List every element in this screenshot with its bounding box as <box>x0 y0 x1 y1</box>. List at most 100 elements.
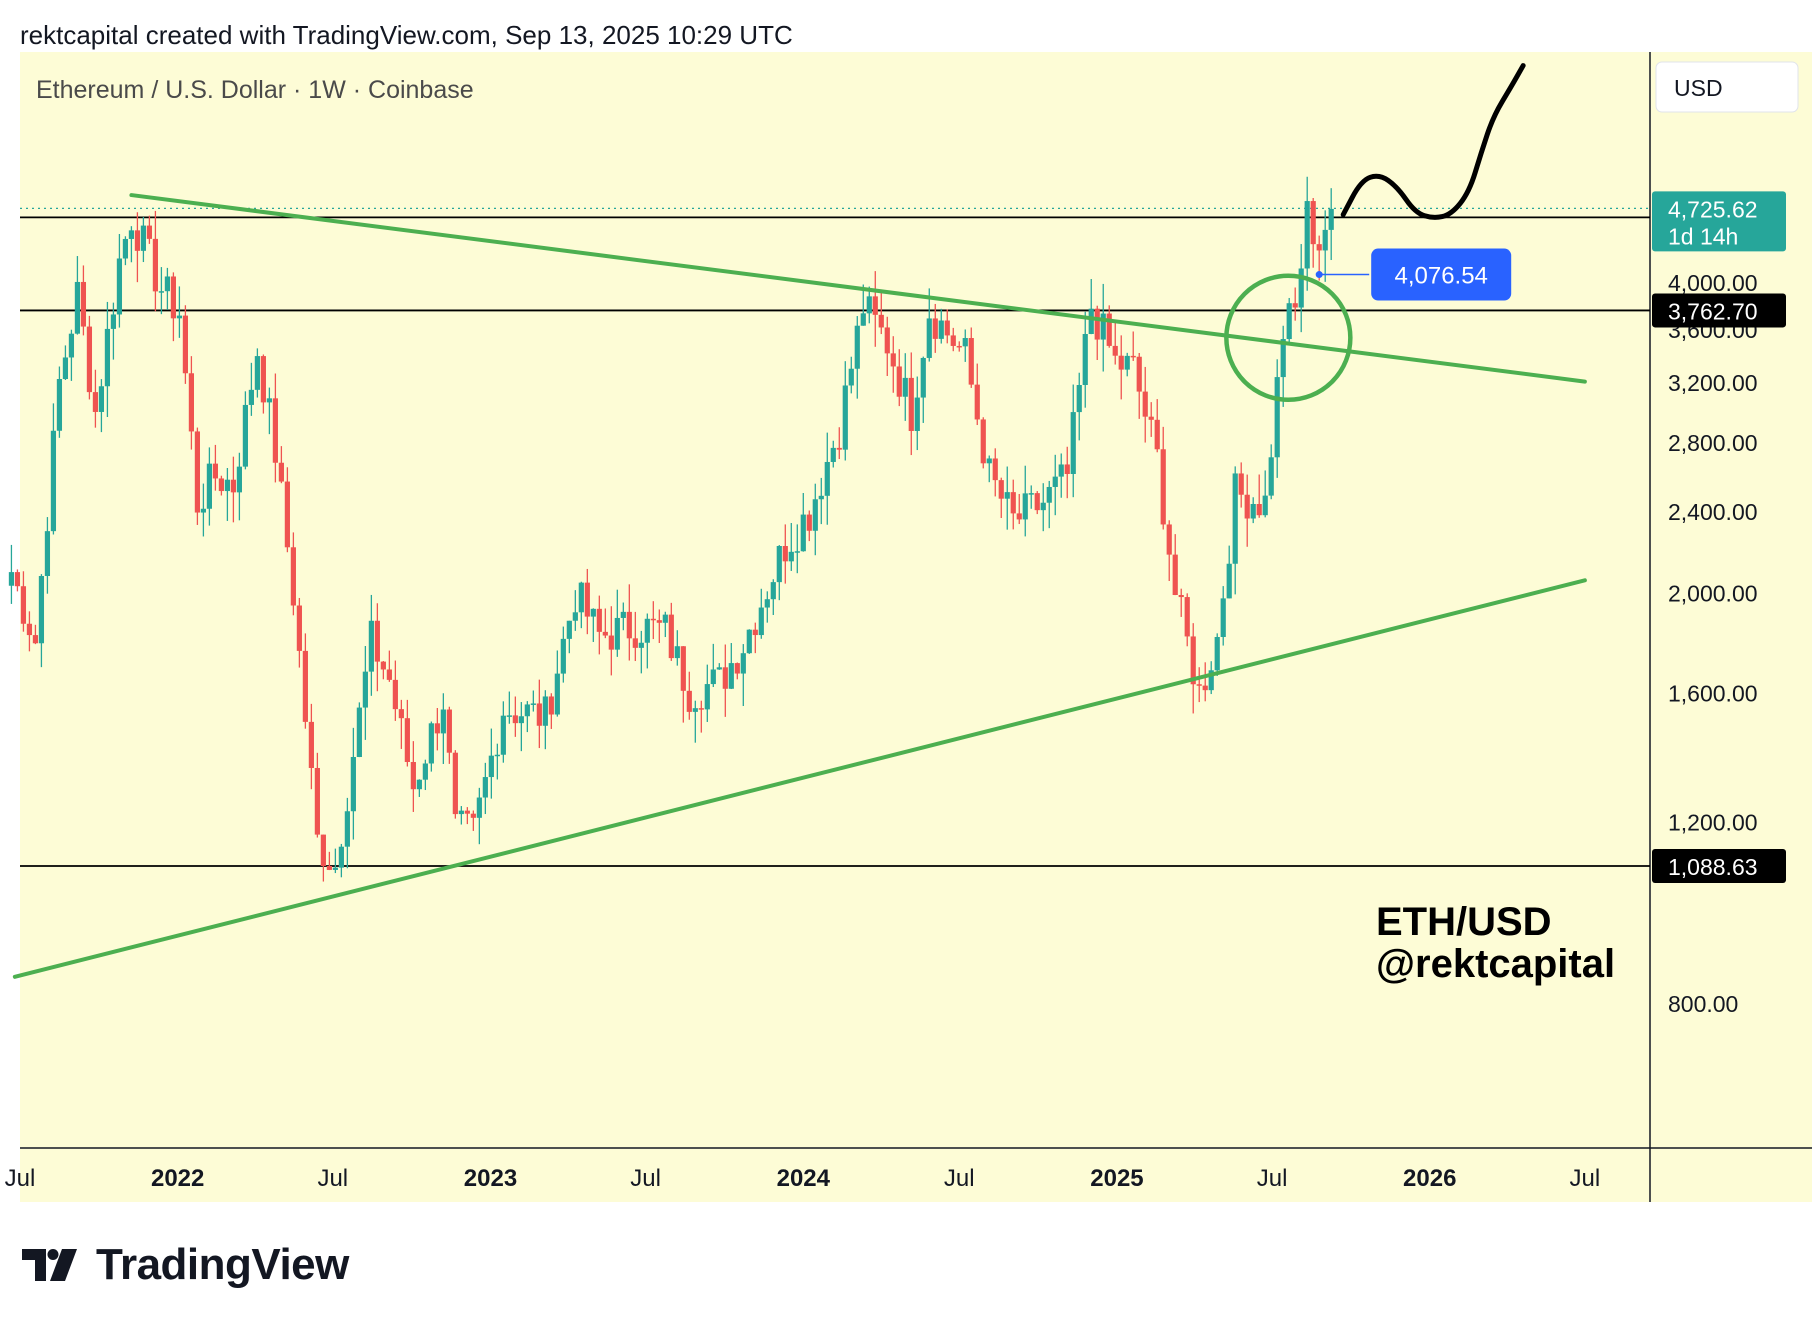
candle-body <box>1178 595 1184 598</box>
candle-body <box>122 238 129 259</box>
candle-body <box>920 357 926 398</box>
candle-body <box>818 495 824 500</box>
candle-body <box>656 620 662 623</box>
candle-body <box>248 389 254 405</box>
candle-body <box>146 225 153 239</box>
candle-body <box>530 703 536 705</box>
currency-button-bg <box>1655 61 1799 113</box>
candles <box>8 176 1334 882</box>
candle-body <box>998 480 1004 499</box>
candle-body <box>620 611 626 618</box>
candle-body <box>14 572 21 587</box>
candle-body <box>542 696 548 726</box>
candle-body <box>854 325 860 369</box>
y-tick-label: 1,600.00 <box>1668 680 1758 706</box>
candle-body <box>1160 449 1166 525</box>
candle-body <box>1268 457 1274 496</box>
candle-body <box>1250 504 1256 519</box>
candle-body <box>320 834 326 867</box>
candle-body <box>296 605 302 651</box>
candle-body <box>314 767 320 835</box>
candle-body <box>752 629 758 636</box>
candle-body <box>1082 333 1088 385</box>
candle-body <box>956 345 962 348</box>
candle-body <box>974 384 980 420</box>
candle-body <box>734 663 740 674</box>
candle-body <box>1172 554 1178 596</box>
candle-body <box>170 276 177 319</box>
candle-body <box>902 377 908 397</box>
candle-body <box>590 608 596 617</box>
candle-body <box>758 607 764 636</box>
candle-body <box>1094 308 1100 340</box>
candle-body <box>554 673 560 715</box>
highlight-circle <box>1224 273 1353 403</box>
level-price-tag-label: 3,762.70 <box>1668 298 1758 324</box>
candle-body <box>1154 419 1160 450</box>
candle-body <box>728 663 734 689</box>
projection-drawing <box>1340 63 1526 220</box>
candle-body <box>488 755 494 778</box>
y-tick-label: 2,400.00 <box>1668 499 1758 525</box>
trendline-descending <box>129 193 1587 384</box>
eth-usd-chart: 800.00 1,200.00 1,600.00 2,000.00 2,400.00 2,… <box>5 52 1812 1202</box>
candle-body <box>1046 486 1052 503</box>
candle-body <box>932 318 938 339</box>
candle-body <box>860 313 866 326</box>
candle-body <box>1232 473 1238 564</box>
candle-body <box>830 447 836 462</box>
candle-body <box>764 599 770 608</box>
candle-body <box>506 715 512 717</box>
candle-body <box>242 404 248 467</box>
candle-body <box>344 811 350 847</box>
candle-body <box>812 499 818 531</box>
candle-body <box>32 635 39 644</box>
candle-body <box>44 531 51 577</box>
candle-body <box>278 462 284 482</box>
candle-body <box>980 419 986 464</box>
candle-body <box>80 281 87 327</box>
candle-body <box>56 379 63 431</box>
candle-body <box>572 612 578 621</box>
candle-body <box>1220 598 1226 637</box>
candle-body <box>944 320 950 336</box>
candle-body <box>38 576 45 644</box>
candle-body <box>992 458 998 481</box>
watermark-pair: ETH/USD <box>1376 900 1552 944</box>
candle-body <box>254 356 260 390</box>
candle-body <box>662 614 668 623</box>
candle-body <box>1010 492 1016 514</box>
candle-body <box>1328 208 1334 230</box>
candle-body <box>1070 412 1076 474</box>
candle-body <box>596 608 602 632</box>
candle-body <box>1244 494 1250 519</box>
candle-body <box>836 447 842 450</box>
candle-body <box>326 866 332 870</box>
candle-body <box>8 572 15 586</box>
candle-body <box>518 716 524 724</box>
y-tick-label: 3,200.00 <box>1668 370 1758 396</box>
candle-body <box>1100 313 1106 340</box>
candle-body <box>692 708 698 712</box>
currency-button[interactable]: USD <box>1655 61 1799 113</box>
candle-body <box>194 431 200 513</box>
candle-body <box>746 629 752 654</box>
candle-body <box>1322 229 1328 251</box>
candle-body <box>92 392 99 412</box>
candle-body <box>128 230 135 239</box>
candle-body <box>1124 355 1130 370</box>
candle-body <box>74 281 81 334</box>
candle-body <box>1256 504 1262 516</box>
candle-body <box>842 385 848 450</box>
x-tick-label: 2023 <box>464 1165 517 1192</box>
candle-body <box>230 479 236 493</box>
candle-body <box>950 335 956 346</box>
candle-body <box>398 709 404 719</box>
y-tick-label: 4,000.00 <box>1668 270 1758 296</box>
candle-body <box>848 368 854 386</box>
candle-body <box>1112 345 1118 356</box>
candle-body <box>290 547 296 606</box>
candle-body <box>866 296 872 314</box>
candle-body <box>500 715 506 755</box>
candle-body <box>1106 313 1112 346</box>
